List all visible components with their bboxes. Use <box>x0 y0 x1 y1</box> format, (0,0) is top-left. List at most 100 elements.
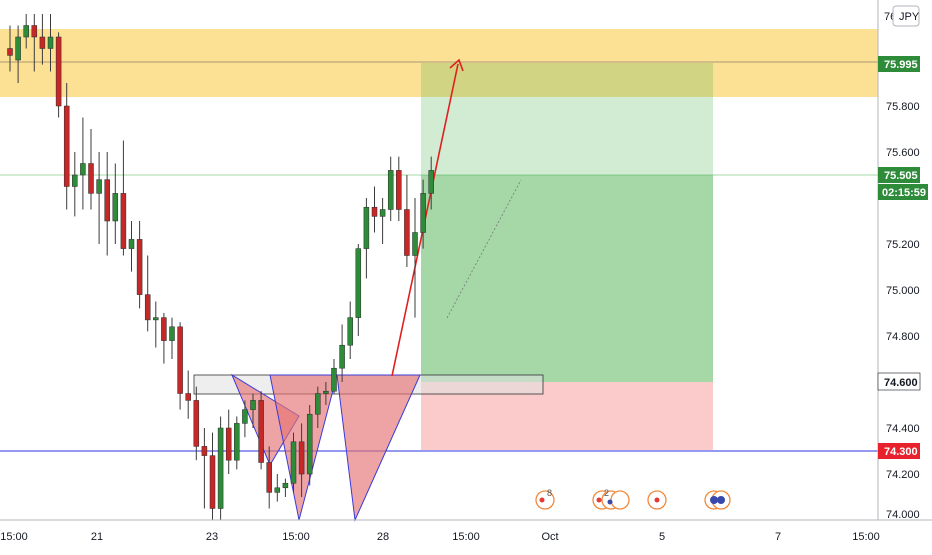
event-flag-icon[interactable] <box>610 490 630 510</box>
candle-body <box>323 390 329 394</box>
candle-body <box>404 209 410 256</box>
candle-body <box>7 48 13 56</box>
candle <box>242 400 248 438</box>
candles-group <box>7 14 434 520</box>
candle-body <box>72 174 78 187</box>
price-tick-label: 74.200 <box>886 469 920 481</box>
candle <box>47 14 54 72</box>
event-marker-4[interactable] <box>704 490 731 510</box>
stop-tag: 74.300 <box>884 446 918 458</box>
candle <box>136 221 143 309</box>
candle-body <box>80 163 86 176</box>
candle-body <box>128 239 135 249</box>
time-tick-label: 5 <box>659 531 665 543</box>
candle <box>298 423 305 497</box>
candle-body <box>96 179 102 194</box>
stop-tag-bg <box>878 443 920 459</box>
candle <box>290 432 297 493</box>
candle-body <box>104 179 110 222</box>
candle <box>282 478 289 497</box>
candle <box>428 156 434 210</box>
candle-body <box>169 326 175 341</box>
candle-body <box>387 170 394 210</box>
projection-arrow-head <box>449 58 464 72</box>
event-marker-3[interactable] <box>647 490 667 510</box>
price-tick-label: 75.600 <box>886 147 920 159</box>
candle-body <box>153 317 159 321</box>
candle <box>225 409 232 474</box>
candle-body <box>201 446 208 456</box>
candle-body <box>371 206 378 217</box>
candle <box>128 221 135 272</box>
candle <box>7 25 13 72</box>
candle <box>23 14 29 49</box>
countdown-tag: 02:15:59 <box>882 187 926 199</box>
candle-body <box>355 248 362 318</box>
candle <box>396 156 402 221</box>
candle <box>88 129 94 210</box>
candle <box>72 152 78 217</box>
candle <box>404 175 410 267</box>
candle <box>217 416 224 520</box>
candle-body <box>315 393 321 415</box>
candle-body <box>331 367 337 392</box>
event-marker-1[interactable]: 8 <box>535 488 555 510</box>
current-tag-bg <box>878 167 920 183</box>
candle-body <box>15 36 21 61</box>
candle-body <box>31 25 38 38</box>
candle <box>420 179 426 249</box>
candle-body <box>306 413 313 475</box>
candle-body <box>144 294 151 321</box>
candle <box>234 416 240 470</box>
target-tag: 75.995 <box>884 59 918 71</box>
candle <box>15 25 21 83</box>
candle <box>315 386 321 428</box>
candle <box>80 117 86 210</box>
currency-label[interactable]: JPY <box>899 11 920 23</box>
event-marker-2[interactable]: 2 <box>592 488 630 510</box>
candle <box>339 324 345 382</box>
candle <box>161 313 167 364</box>
candle <box>412 198 418 318</box>
time-tick-label: 21 <box>91 531 103 543</box>
currency-badge-box[interactable] <box>892 5 920 27</box>
candle <box>306 405 313 486</box>
candle <box>258 391 264 470</box>
candle <box>331 359 337 394</box>
candle <box>274 474 281 502</box>
candle-body <box>274 487 281 493</box>
candle <box>177 322 183 410</box>
pattern-right-shoulder <box>336 374 421 522</box>
candle-body <box>428 170 434 194</box>
price-tick-label: 75.800 <box>886 101 920 113</box>
time-tick-label: 23 <box>206 531 218 543</box>
candle <box>144 255 151 332</box>
candle-body <box>63 105 70 187</box>
resistance-zone <box>0 29 878 97</box>
candle-body <box>250 400 256 410</box>
candle-body <box>23 25 29 38</box>
event-dot-icon <box>607 499 613 505</box>
candle <box>323 382 329 405</box>
candle <box>363 198 370 279</box>
candle <box>63 83 70 210</box>
time-tick-label: 15:00 <box>452 531 480 543</box>
currency-badge[interactable]: JPY <box>892 5 920 27</box>
candle <box>39 14 46 65</box>
candle-body <box>136 239 143 295</box>
candle <box>55 32 62 118</box>
candle-body <box>339 344 345 369</box>
time-tick-label: 15:00 <box>852 531 880 543</box>
candle <box>201 428 208 509</box>
candle <box>387 156 394 221</box>
candle-body <box>347 317 353 346</box>
candle-body <box>47 36 54 49</box>
event-flag-icon[interactable] <box>535 490 555 510</box>
candle-body <box>363 206 370 249</box>
candle-body <box>120 193 127 249</box>
candle-body <box>420 193 426 233</box>
time-axis-labels: 15:00 21 23 15:00 28 15:00 Oct 5 7 15:00 <box>0 531 880 543</box>
price-tick-label: 75.200 <box>886 239 920 251</box>
